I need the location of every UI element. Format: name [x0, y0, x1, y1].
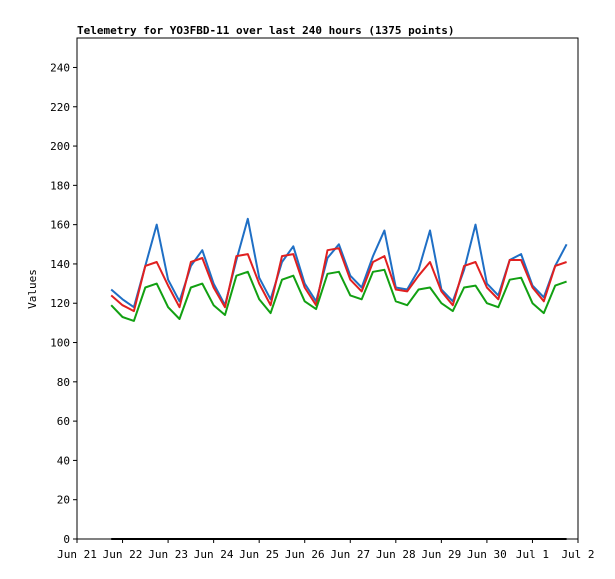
x-axis: Jun 21 Jun 22 Jun 23 Jun 24 Jun 25 Jun 26 Jun … [57, 539, 595, 561]
x-tick-label: Jun 25 [239, 548, 279, 561]
series-layer [110, 217, 568, 540]
x-tick-label: Jun 23 [148, 548, 188, 561]
y-tick-label: 220 [50, 101, 70, 114]
y-tick-label: 20 [57, 494, 70, 507]
y-axis-label: Values [26, 269, 39, 309]
y-tick-label: 100 [50, 337, 70, 350]
y-tick-label: 200 [50, 140, 70, 153]
x-tick-label: Jun 30 [467, 548, 507, 561]
x-tick-label: Jun 26 [285, 548, 325, 561]
x-tick-label: Jun 28 [376, 548, 416, 561]
x-tick-label: Jul 2 [561, 548, 594, 561]
x-tick-label: Jun 29 [421, 548, 461, 561]
chart-title: Telemetry for YO3FBD-11 over last 240 ho… [77, 24, 455, 37]
x-tick-label: Jul 1 [516, 548, 549, 561]
y-tick-label: 80 [57, 376, 70, 389]
series-red-line [110, 247, 567, 313]
x-tick-label: Jun 27 [330, 548, 370, 561]
x-tick-label: Jun 22 [103, 548, 143, 561]
y-tick-label: 60 [57, 415, 70, 428]
series-green-line [110, 268, 567, 322]
x-tick-label: Jun 21 [57, 548, 97, 561]
y-tick-label: 180 [50, 179, 70, 192]
y-tick-label: 40 [57, 454, 70, 467]
y-tick-label: 160 [50, 219, 70, 232]
x-tick-label: Jun 24 [194, 548, 234, 561]
y-tick-label: 240 [50, 61, 70, 74]
plot-area [76, 37, 579, 540]
y-tick-label: 0 [63, 533, 70, 546]
y-axis: 0 20 40 60 80 100 120 140 160 180 200 220 240 [50, 61, 77, 546]
y-tick-label: 140 [50, 258, 70, 271]
y-tick-label: 120 [50, 297, 70, 310]
